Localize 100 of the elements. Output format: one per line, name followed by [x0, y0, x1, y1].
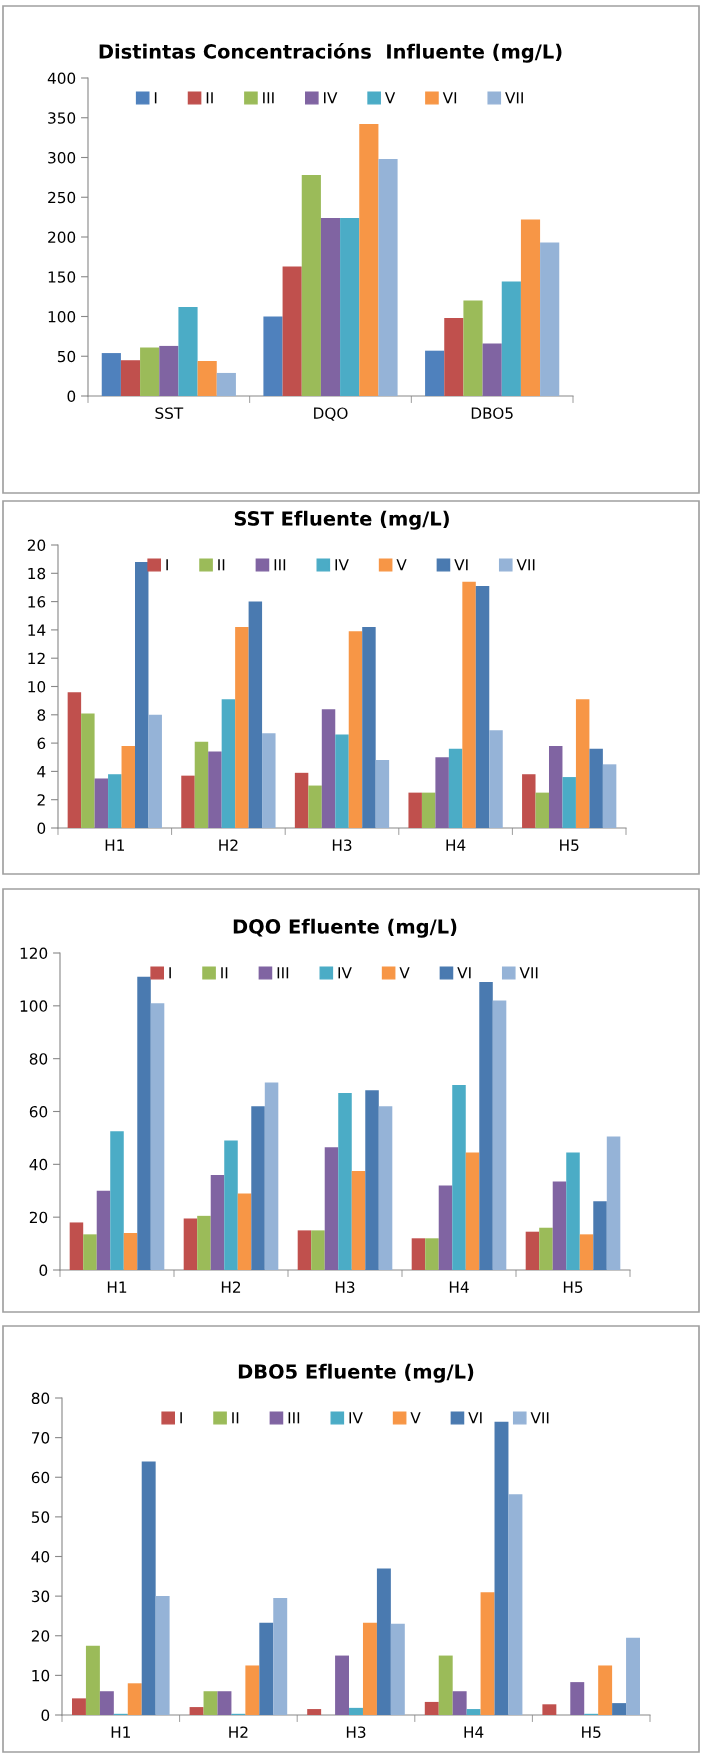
bar — [375, 760, 390, 828]
bar — [183, 1218, 198, 1270]
bar — [376, 1568, 391, 1715]
bar — [301, 174, 321, 396]
bar — [390, 1623, 405, 1715]
bar — [462, 581, 476, 828]
bar — [539, 1227, 553, 1270]
x-tick-label: H2 — [229, 1726, 248, 1738]
bar — [181, 775, 195, 828]
bar — [237, 1193, 252, 1270]
bar — [378, 159, 398, 396]
x-tick-label: SST — [155, 407, 184, 419]
bar — [349, 1707, 363, 1715]
y-tick-label: 120 — [20, 947, 48, 960]
bar — [203, 1691, 218, 1715]
bar — [489, 730, 503, 828]
bar — [216, 372, 236, 396]
bar — [72, 1698, 86, 1715]
bar — [194, 741, 209, 828]
bar — [362, 627, 376, 828]
x-tick-label: H1 — [111, 1726, 130, 1738]
bar — [208, 751, 222, 828]
bar — [308, 785, 322, 828]
legend-label: V — [384, 92, 396, 104]
bar — [335, 1655, 350, 1715]
y-tick-label: 80 — [31, 1392, 50, 1405]
bar — [148, 714, 162, 828]
bar — [178, 306, 198, 396]
y-tick-label: 100 — [20, 1000, 48, 1012]
bar — [273, 1598, 288, 1715]
x-tick-label: H4 — [446, 839, 466, 851]
bar — [99, 1691, 114, 1715]
legend-label: I — [169, 967, 171, 979]
bar — [549, 745, 563, 828]
y-tick-label: 18 — [28, 567, 46, 580]
legend-label: VII — [530, 1412, 549, 1424]
bar — [251, 1106, 265, 1270]
bar — [575, 699, 590, 828]
legend-label: VII — [505, 92, 523, 104]
y-tick-label: 0 — [67, 390, 76, 403]
bar — [466, 1709, 481, 1715]
bar — [535, 792, 549, 828]
bar — [297, 1230, 312, 1270]
legend-label: V — [399, 967, 410, 979]
bar — [83, 1234, 97, 1270]
bar — [197, 1215, 211, 1270]
bar — [69, 1222, 84, 1270]
bar — [159, 345, 179, 396]
bar — [307, 1709, 322, 1715]
bar — [593, 1201, 607, 1270]
bar — [589, 748, 603, 828]
y-tick-label: 40 — [31, 1550, 50, 1563]
bar — [224, 1140, 238, 1270]
legend-label: VI — [457, 967, 471, 979]
y-tick-label: 20 — [27, 539, 46, 552]
bar — [85, 1645, 100, 1715]
bar — [465, 1152, 480, 1270]
legend-label: VI — [442, 92, 457, 104]
bar — [522, 774, 536, 828]
x-tick-label: H2 — [219, 839, 238, 851]
bar — [235, 627, 249, 828]
legend-label: VI — [468, 1412, 482, 1424]
bar — [425, 1238, 439, 1270]
bar — [282, 266, 302, 396]
chart-title: Distintas Concentracións Influente (mg/L) — [99, 43, 562, 63]
x-tick-label: H1 — [107, 1281, 127, 1293]
bar — [155, 1596, 170, 1715]
bar — [579, 1234, 594, 1270]
bar — [562, 777, 576, 828]
bar — [494, 1421, 509, 1715]
bar — [324, 1147, 339, 1270]
y-tick-label: 80 — [29, 1053, 48, 1065]
x-tick-label: H4 — [464, 1726, 484, 1738]
legend-label: VI — [454, 559, 468, 571]
bar — [320, 217, 341, 396]
y-tick-label: 40 — [29, 1158, 48, 1171]
bar — [110, 1131, 124, 1270]
chart-title: DBO5 Efluente (mg/L) — [238, 1363, 474, 1383]
x-tick-label: DBO5 — [471, 407, 513, 419]
bar — [248, 601, 263, 828]
bar — [479, 982, 493, 1270]
x-tick-label: DQO — [314, 407, 348, 421]
bar — [123, 1233, 138, 1270]
y-tick-label: 60 — [31, 1471, 50, 1484]
y-tick-label: 150 — [48, 271, 76, 283]
legend-label: IV — [349, 1412, 363, 1424]
y-tick-label: 14 — [28, 624, 46, 636]
bar — [598, 1665, 613, 1715]
x-tick-label: H5 — [560, 839, 579, 851]
y-tick-label: 100 — [48, 310, 76, 323]
y-tick-label: 200 — [48, 231, 76, 244]
y-tick-label: 300 — [48, 151, 76, 164]
y-tick-label: 20 — [29, 1211, 48, 1224]
bar — [189, 1707, 204, 1715]
bar — [120, 360, 141, 396]
bar — [121, 745, 135, 828]
bar — [197, 361, 217, 396]
chart-title: SST Efluente (mg/L) — [234, 510, 449, 530]
legend-label: II — [221, 967, 228, 979]
y-tick-label: 60 — [29, 1105, 48, 1118]
